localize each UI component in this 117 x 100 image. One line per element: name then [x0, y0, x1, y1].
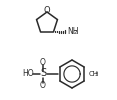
Text: O: O [40, 82, 46, 90]
Text: HO: HO [22, 68, 34, 78]
Text: 2: 2 [73, 30, 77, 35]
Text: S: S [40, 68, 46, 78]
Text: O: O [40, 58, 46, 67]
Text: 3: 3 [95, 72, 99, 78]
Text: NH: NH [68, 27, 79, 36]
Text: CH: CH [89, 70, 99, 76]
Text: O: O [44, 6, 50, 15]
